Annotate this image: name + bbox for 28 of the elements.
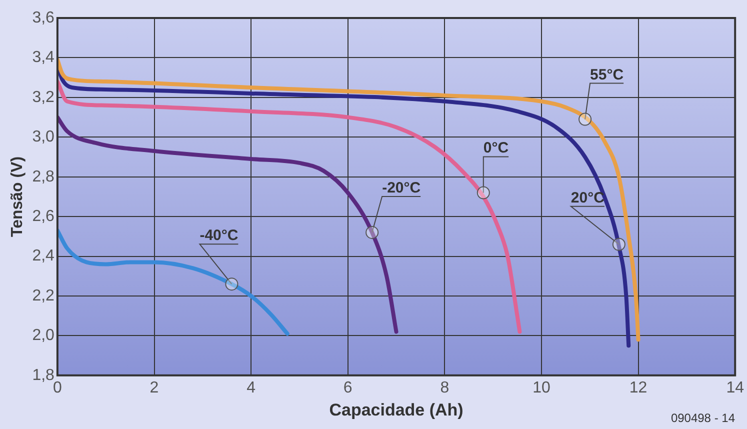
y-tick-label: 3,4 [32, 49, 55, 66]
y-tick-label: 2,0 [32, 327, 55, 344]
y-tick-label: 2,4 [32, 248, 55, 265]
annotation: -40°C [200, 227, 238, 244]
x-tick-label: 2 [150, 379, 159, 396]
annotation: 0°C [483, 140, 509, 157]
x-tick-label: 10 [532, 379, 550, 396]
line-series [57, 228, 290, 336]
y-tick-label: 1,8 [32, 366, 55, 384]
x-tick-label: 14 [726, 379, 744, 396]
x-tick-label: 4 [246, 379, 256, 396]
y-tick-label: 3,0 [32, 128, 55, 146]
y-tick-label: 2,6 [32, 208, 55, 225]
x-axis-title: Capacidade (Ah) [329, 400, 464, 420]
y-axis-title: Tensão (V) [9, 156, 26, 238]
annotation: 20°C [570, 189, 605, 206]
annotation: 55°C [590, 66, 624, 84]
annotation: -20°C [382, 179, 421, 196]
y-tick-label: 3,2 [32, 88, 55, 106]
text: 090498 - 14 [670, 411, 736, 425]
y-tick-label: 2,8 [32, 168, 55, 186]
x-tick-label: 8 [440, 379, 450, 396]
line-series [57, 80, 522, 334]
y-tick-label: 2,2 [32, 287, 55, 304]
x-tick-label: 0 [52, 379, 62, 396]
x-tick-label: 12 [629, 379, 648, 396]
y-tick-label: 3,6 [32, 9, 55, 26]
x-tick-label: 6 [343, 379, 352, 396]
